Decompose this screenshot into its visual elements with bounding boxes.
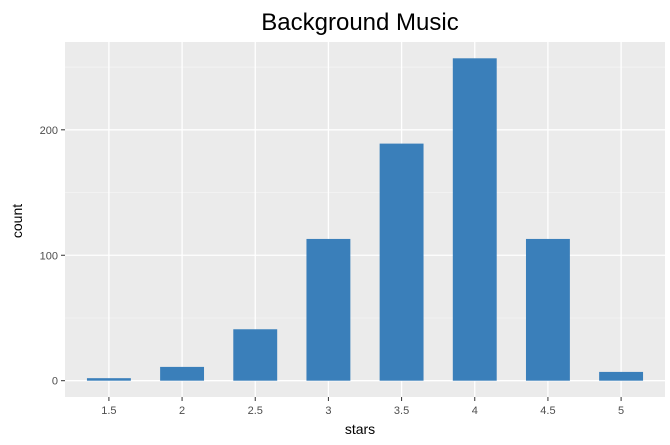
plot-panel: [65, 42, 665, 397]
bar: [525, 238, 570, 381]
bar: [86, 378, 131, 381]
bar: [160, 366, 205, 381]
bar: [233, 329, 278, 381]
y-tick-label: 100: [40, 250, 58, 262]
bar: [599, 371, 644, 381]
x-tick-label: 3.5: [394, 405, 409, 417]
y-tick-label: 200: [40, 125, 58, 137]
x-tick-label: 2: [179, 405, 185, 417]
axis-ticks: [61, 129, 622, 401]
x-tick-label: 4.5: [540, 405, 555, 417]
x-axis-labels: 1.5 2 2.5 3 3.5 4 4.5 5: [101, 405, 624, 417]
x-tick-label: 3: [325, 405, 331, 417]
y-tick-label: 0: [52, 376, 58, 388]
chart-title: Background Music: [261, 9, 458, 36]
x-tick-label: 1.5: [101, 405, 116, 417]
x-tick-label: 5: [618, 405, 624, 417]
bar: [379, 143, 424, 381]
bar: [306, 238, 351, 381]
bar: [452, 58, 497, 381]
x-tick-label: 2.5: [248, 405, 263, 417]
x-axis-title: stars: [345, 421, 375, 437]
y-axis-labels: 0 100 200: [40, 125, 58, 388]
x-tick-label: 4: [472, 405, 478, 417]
y-axis-title: count: [9, 204, 25, 238]
bars-group: [86, 58, 644, 381]
